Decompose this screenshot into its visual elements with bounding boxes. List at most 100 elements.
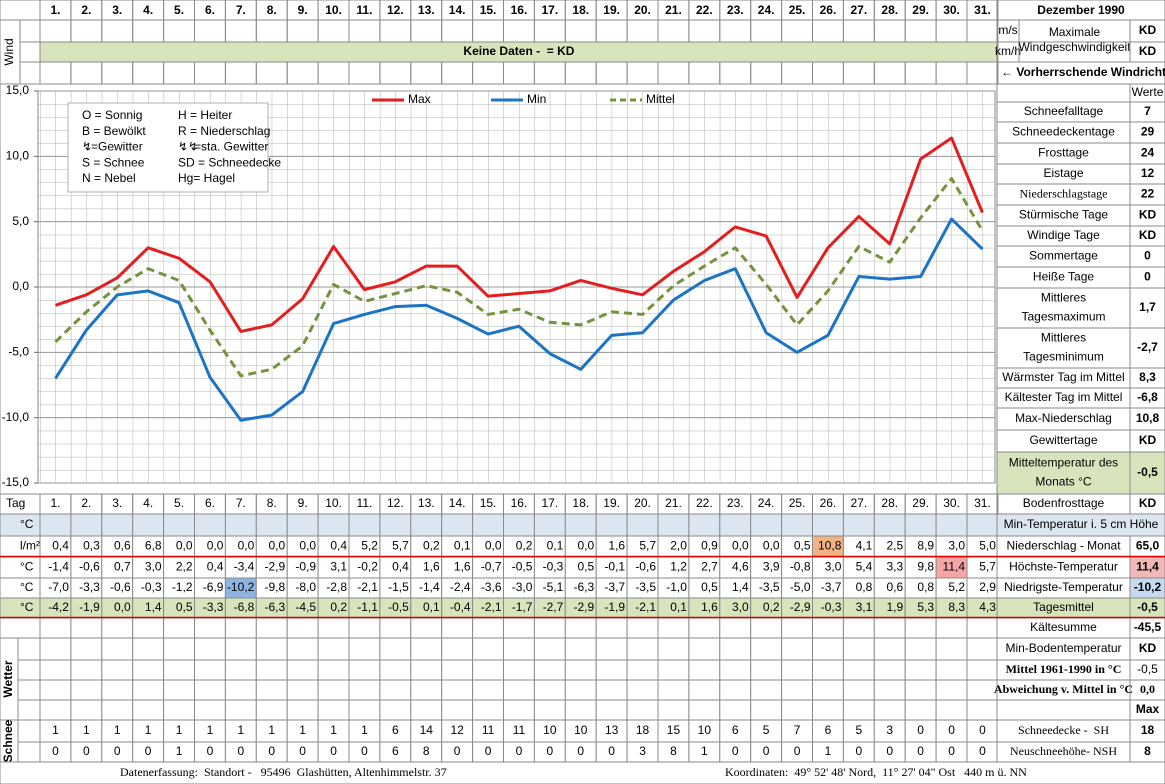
table-value: -1,5 xyxy=(388,580,409,594)
day-number: 5. xyxy=(174,496,184,510)
table-cell xyxy=(750,659,783,681)
day-number: 22. xyxy=(696,496,713,510)
table-cell xyxy=(348,679,381,701)
table-cell xyxy=(410,699,443,721)
table-value: -1,7 xyxy=(512,600,533,614)
table-cell xyxy=(564,699,597,721)
stat-label: Sommertage xyxy=(1029,249,1098,263)
table-value: -2,8 xyxy=(326,580,347,594)
table-cell xyxy=(410,617,443,639)
day-number: 6. xyxy=(205,496,215,510)
table-value: 1,9 xyxy=(887,600,904,614)
table-value: -10,2 xyxy=(227,580,255,594)
table-cell xyxy=(472,679,505,701)
table-cell xyxy=(348,659,381,681)
wind-max-label: Windgeschwindigkeit xyxy=(1018,40,1131,54)
day-header: 16. xyxy=(511,3,528,17)
day-number: 2. xyxy=(81,496,91,510)
table-value: 5,7 xyxy=(392,539,409,553)
table-value: 1,6 xyxy=(423,560,440,574)
wind-cell xyxy=(904,19,937,43)
wind-cell xyxy=(781,61,813,85)
table-cell xyxy=(132,617,165,639)
table-cell xyxy=(873,617,906,639)
table-value: 0 xyxy=(547,744,554,758)
wind-cell xyxy=(224,61,257,85)
table-value: -2,4 xyxy=(450,580,471,594)
wind-cell xyxy=(70,19,103,43)
wind-cell xyxy=(719,61,752,85)
table-value: -3,6 xyxy=(481,580,502,594)
table-cell xyxy=(224,659,257,681)
day-header: 1. xyxy=(50,3,60,17)
table-value: 1 xyxy=(207,723,214,737)
table-cell xyxy=(503,659,535,681)
table-cell xyxy=(70,699,103,721)
table-value: 0,4 xyxy=(207,560,224,574)
day-header: 2. xyxy=(81,3,91,17)
table-cell xyxy=(657,679,690,701)
table-value: -3,7 xyxy=(821,580,842,594)
table-value: 1 xyxy=(83,723,90,737)
table-value: 1,6 xyxy=(608,539,625,553)
table-value: -5,0 xyxy=(790,580,811,594)
table-value: 2,9 xyxy=(979,580,996,594)
table-value: 0 xyxy=(794,744,801,758)
table-cell xyxy=(842,659,875,681)
table-cell xyxy=(101,699,134,721)
table-cell xyxy=(379,659,412,681)
table-value: -2,9 xyxy=(790,600,811,614)
day-header: 5. xyxy=(174,3,184,17)
table-value: 5,3 xyxy=(917,600,934,614)
table-cell xyxy=(163,637,196,661)
table-value: -0,6 xyxy=(110,580,131,594)
table-cell xyxy=(286,659,319,681)
table-cell xyxy=(781,699,813,721)
legend-text: S = Schnee xyxy=(82,155,145,169)
table-value: 0,0 xyxy=(114,600,131,614)
footer-left: Datenerfassung: Standort - 95496 Glashüt… xyxy=(120,765,447,779)
wind-cell xyxy=(472,19,505,43)
stat-label: Wärmster Tag im Mittel xyxy=(1002,370,1124,384)
stat-label: Windige Tage xyxy=(1027,228,1100,242)
table-value: 0 xyxy=(145,744,152,758)
table-value: -2,1 xyxy=(357,580,378,594)
day-number: 12. xyxy=(387,496,404,510)
table-value: -0,8 xyxy=(790,560,811,574)
table-value: 5 xyxy=(856,723,863,737)
table-cell xyxy=(255,637,288,661)
table-value: -3,7 xyxy=(604,580,625,594)
legend-symbol: ↯↯ xyxy=(178,140,198,154)
table-value: -1,9 xyxy=(79,600,100,614)
table-cell xyxy=(194,637,226,661)
stat-value: KD xyxy=(1139,208,1157,222)
section-label: Schnee xyxy=(1,719,15,762)
table-value: 0,1 xyxy=(423,600,440,614)
table-value: 5,7 xyxy=(639,539,656,553)
day-header: 13. xyxy=(418,3,435,17)
table-cell xyxy=(317,679,350,701)
table-value: 0,4 xyxy=(52,539,69,553)
table-value: 0,0 xyxy=(578,539,595,553)
table-value: 1,6 xyxy=(701,600,718,614)
wind-cell xyxy=(441,19,474,43)
table-value: 5,7 xyxy=(979,560,996,574)
wind-value: KD xyxy=(1139,44,1157,58)
table-value: -2,1 xyxy=(481,600,502,614)
table-value: 0 xyxy=(330,744,337,758)
stat-label: Stürmische Tage xyxy=(1019,208,1108,222)
wind-cell xyxy=(657,19,690,43)
table-value: -9,8 xyxy=(265,580,286,594)
wind-cell xyxy=(688,19,721,43)
table-value: 0,8 xyxy=(917,580,934,594)
table-cell xyxy=(688,637,721,661)
table-value: 0,9 xyxy=(701,539,718,553)
table-cell xyxy=(379,699,412,721)
table-cell xyxy=(39,659,72,681)
table-value: 3,0 xyxy=(732,600,749,614)
table-cell xyxy=(533,513,566,537)
day-number: 11. xyxy=(357,496,373,510)
stat-value-cell xyxy=(1129,327,1165,369)
table-value: 5,4 xyxy=(856,560,873,574)
